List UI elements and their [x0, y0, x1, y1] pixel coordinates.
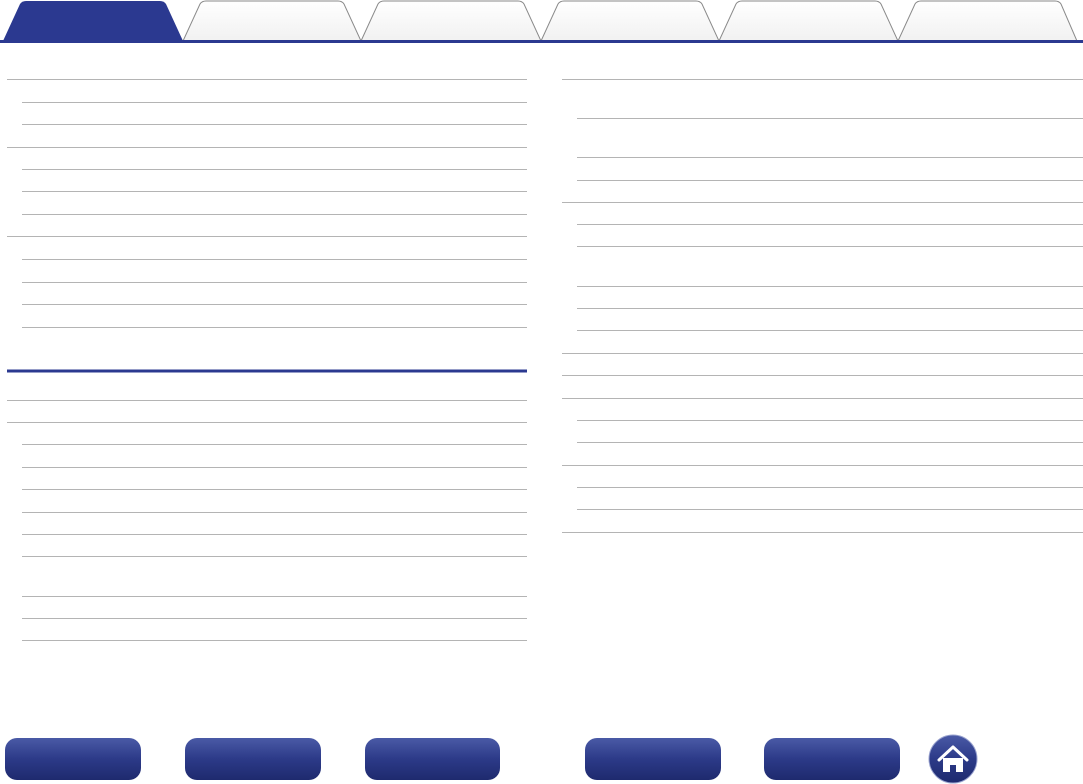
home-icon — [937, 745, 969, 762]
tab[interactable] — [718, 0, 899, 42]
nav-button[interactable] — [365, 738, 500, 780]
rules — [7, 79, 1083, 641]
home-icon — [943, 758, 963, 772]
tab-active[interactable] — [3, 1, 183, 41]
tab[interactable] — [540, 0, 720, 42]
tab[interactable] — [360, 0, 542, 42]
nav-button[interactable] — [585, 738, 721, 780]
tab[interactable] — [182, 0, 362, 42]
nav-button[interactable] — [764, 738, 900, 780]
nav-button[interactable] — [185, 738, 321, 780]
nav-button[interactable] — [5, 738, 141, 780]
tab[interactable] — [897, 0, 1078, 42]
home-button[interactable] — [928, 734, 978, 784]
tab-bar-line — [0, 40, 1083, 43]
section-divider — [7, 369, 527, 373]
